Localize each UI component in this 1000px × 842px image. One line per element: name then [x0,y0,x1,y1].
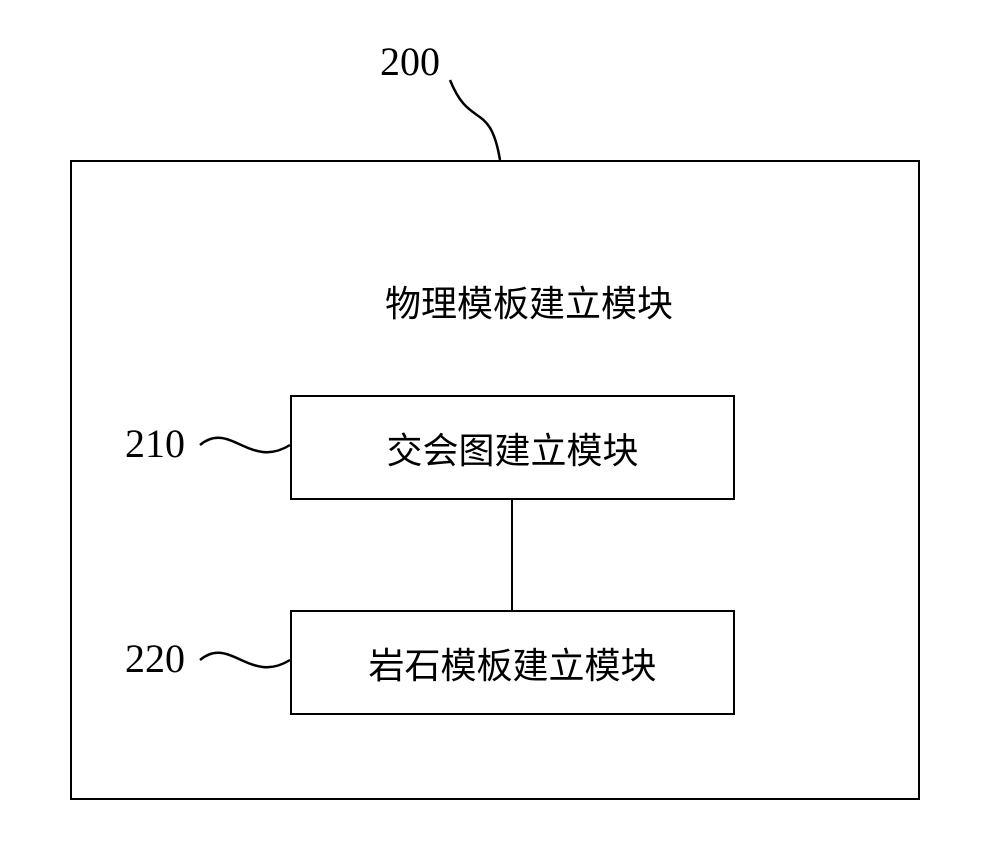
curve-200 [450,80,500,160]
curve-220 [200,653,290,667]
curve-210 [200,438,290,452]
diagram-connectors [0,0,1000,842]
